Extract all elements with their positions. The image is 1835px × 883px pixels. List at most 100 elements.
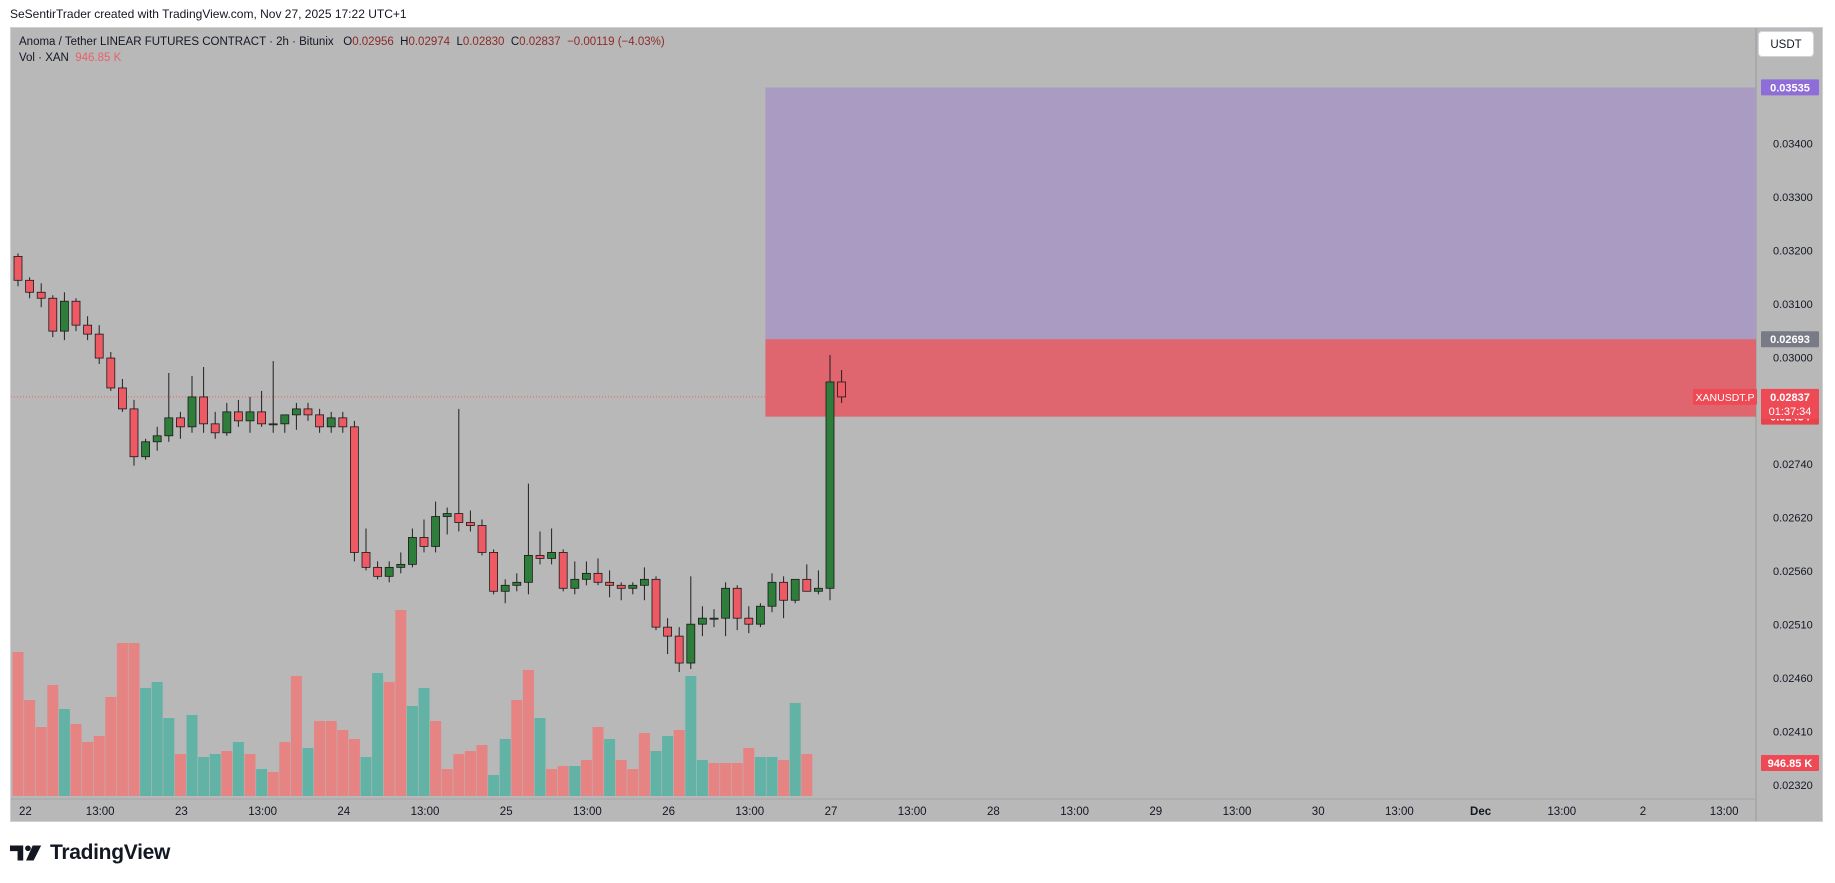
volume-bar: [650, 751, 662, 796]
volume-bar: [325, 721, 337, 796]
price-tick-label: 0.03400: [1773, 138, 1813, 150]
volume-bar: [395, 610, 407, 796]
candle-body: [396, 563, 406, 568]
symbol-tag-bg: [1693, 388, 1757, 405]
candle-body: [83, 324, 92, 335]
volume-bar: [198, 757, 210, 796]
candle-body: [257, 411, 267, 425]
candle-body: [106, 357, 116, 389]
candle-body: [25, 279, 35, 293]
volume-bar: [673, 730, 685, 796]
volume-bar: [24, 700, 36, 796]
low-key: L: [456, 36, 463, 48]
time-tick-label: 13:00: [1710, 806, 1739, 818]
time-tick-label: 13:00: [1060, 806, 1089, 818]
time-tick-label: 29: [1149, 806, 1162, 818]
chart-legend: Anoma / Tether LINEAR FUTURES CONTRACT ·…: [19, 34, 665, 66]
target-price-label: 0.03535: [1770, 82, 1810, 94]
volume-bar: [360, 757, 372, 796]
candle-body: [13, 255, 23, 281]
time-tick-label: 13:00: [1547, 806, 1576, 818]
candle-body: [744, 617, 754, 625]
candle-body: [315, 414, 325, 428]
volume-price-label: 946.85 K: [1768, 758, 1813, 770]
volume-bar: [337, 730, 349, 796]
candle-body: [164, 417, 174, 437]
volume-value: 946.85 K: [75, 52, 122, 64]
time-tick-label: 13:00: [573, 806, 602, 818]
time-tick-label: 13:00: [735, 806, 764, 818]
time-tick-label: 23: [175, 806, 188, 818]
volume-bar: [116, 643, 128, 796]
candle-body: [535, 555, 545, 559]
candle-body: [60, 300, 69, 332]
candle-body: [500, 584, 510, 592]
stop-zone: [765, 339, 1756, 417]
time-tick-label: 30: [1312, 806, 1325, 818]
entry-price-label: 0.02693: [1770, 334, 1810, 346]
target-zone: [765, 87, 1756, 340]
candle-body: [419, 537, 429, 547]
open-value: 0.02956: [352, 36, 394, 48]
candle-body: [582, 572, 591, 580]
candle-body: [442, 513, 452, 517]
volume-bar: [12, 652, 24, 796]
tradingview-logo[interactable]: TradingView: [10, 841, 170, 865]
volume-legend-row: Vol · XAN 946.85 K: [19, 50, 665, 66]
candle-body: [512, 581, 522, 586]
volume-bar: [232, 742, 244, 796]
candle-body: [709, 617, 719, 620]
volume-bar: [534, 718, 546, 796]
candle-body: [698, 617, 707, 625]
entry-price-label-bg: [1761, 331, 1819, 348]
candle-body: [837, 381, 846, 398]
candle-body: [384, 566, 394, 577]
price-tick-label: 0.03100: [1773, 299, 1813, 311]
volume-bar: [696, 760, 708, 796]
candle-body: [628, 584, 638, 589]
close-key: C: [510, 36, 520, 48]
candle-body: [48, 297, 58, 332]
candle-body: [280, 414, 290, 425]
countdown-label: 01:37:34: [1769, 406, 1812, 418]
volume-bar: [720, 763, 732, 796]
candle-body: [616, 584, 626, 589]
time-tick-label: 26: [662, 806, 675, 818]
volume-bar: [546, 769, 558, 796]
chart-panel[interactable]: 0.035000.034000.033000.032000.031000.030…: [10, 27, 1823, 822]
price-tick-label: 0.02460: [1773, 673, 1813, 685]
volume-bar: [511, 700, 523, 796]
volume-bar: [766, 757, 778, 796]
volume-label[interactable]: Vol · XAN: [19, 52, 69, 64]
volume-bar: [128, 643, 140, 796]
candle-body: [338, 417, 348, 428]
candle-body: [222, 411, 232, 434]
time-tick-label: 25: [500, 806, 513, 818]
candle-body: [465, 522, 475, 526]
time-tick-label: 22: [19, 806, 32, 818]
candle-body: [524, 555, 533, 583]
last-price-label-bg: [1761, 388, 1819, 419]
price-tick-label: 0.02740: [1773, 459, 1813, 471]
volume-bar: [743, 748, 755, 796]
symbol-ohlc-row: Anoma / Tether LINEAR FUTURES CONTRACT ·…: [19, 34, 665, 50]
symbol-tag: XANUSDT.P: [1696, 392, 1755, 404]
candle-body: [732, 587, 742, 619]
candle-body: [605, 581, 614, 586]
time-tick-label: 2: [1640, 806, 1646, 818]
volume-bar: [47, 685, 59, 796]
currency-button[interactable]: USDT: [1758, 31, 1814, 57]
volume-bar: [592, 727, 604, 796]
candle-body: [721, 587, 730, 619]
symbol-title[interactable]: Anoma / Tether LINEAR FUTURES CONTRACT ·…: [19, 36, 334, 48]
time-tick-label: 13:00: [1385, 806, 1414, 818]
candle-body: [199, 396, 209, 425]
candle-body: [825, 381, 835, 589]
time-tick-label: 24: [337, 806, 350, 818]
candlestick-chart[interactable]: 0.035000.034000.033000.032000.031000.030…: [11, 28, 1823, 822]
volume-bar: [476, 745, 488, 796]
volume-bar: [105, 697, 117, 796]
volume-bar: [244, 754, 256, 796]
candle-body: [129, 408, 139, 458]
candle-body: [651, 578, 661, 628]
